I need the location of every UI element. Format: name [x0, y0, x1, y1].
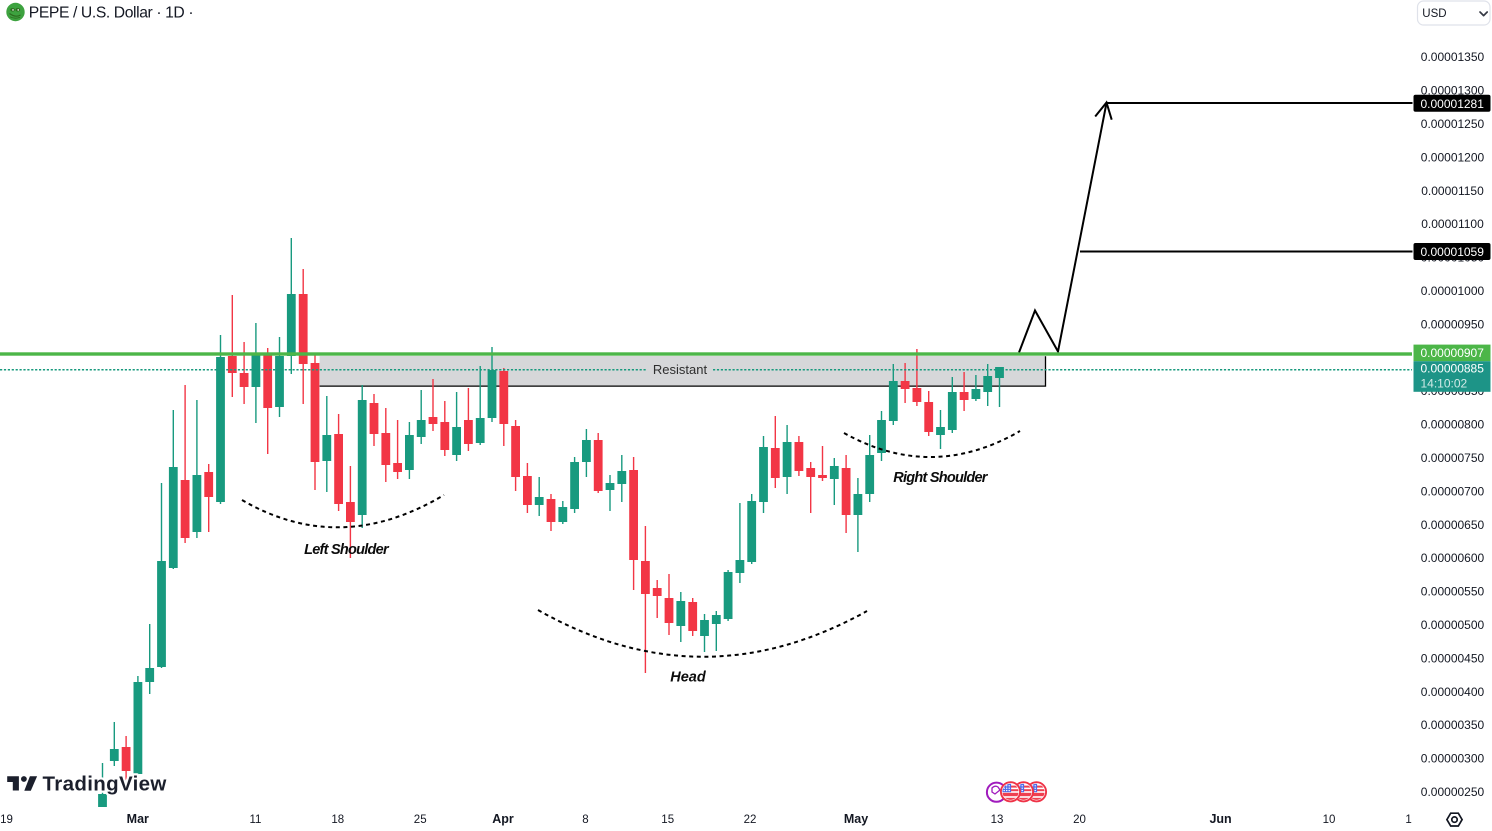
svg-text:25: 25: [414, 814, 427, 826]
svg-text:Apr: Apr: [492, 812, 514, 826]
svg-text:0.00000950: 0.00000950: [1421, 317, 1485, 331]
svg-text:0.00000350: 0.00000350: [1421, 718, 1485, 732]
svg-text:0.00000700: 0.00000700: [1421, 484, 1485, 498]
svg-text:0.00001100: 0.00001100: [1421, 217, 1484, 231]
svg-text:TradingView: TradingView: [43, 773, 167, 796]
svg-text:0.00000750: 0.00000750: [1421, 451, 1485, 465]
svg-text:Resistant: Resistant: [653, 362, 708, 377]
svg-text:0.00000600: 0.00000600: [1421, 551, 1485, 565]
svg-text:0.00001350: 0.00001350: [1421, 50, 1485, 64]
svg-text:8: 8: [582, 814, 588, 826]
svg-text:20: 20: [1073, 814, 1086, 826]
svg-text:0.00000800: 0.00000800: [1421, 418, 1485, 432]
svg-text:0.00000500: 0.00000500: [1421, 618, 1485, 632]
svg-text:0.00000250: 0.00000250: [1421, 785, 1485, 799]
svg-text:11: 11: [250, 814, 262, 826]
svg-text:15: 15: [661, 814, 674, 826]
svg-text:14:10:02: 14:10:02: [1421, 376, 1468, 390]
svg-text:22: 22: [744, 814, 757, 826]
svg-text:13: 13: [991, 814, 1004, 826]
svg-text:0.00000400: 0.00000400: [1421, 685, 1485, 699]
svg-text:USD: USD: [1422, 8, 1446, 20]
svg-text:Head: Head: [670, 670, 707, 686]
svg-text:0.00001281: 0.00001281: [1421, 97, 1485, 111]
svg-text:0.00001150: 0.00001150: [1421, 184, 1484, 198]
svg-text:0.00001000: 0.00001000: [1421, 284, 1485, 298]
svg-text:0.00000885: 0.00000885: [1421, 362, 1485, 376]
svg-text:Right Shoulder: Right Shoulder: [893, 470, 989, 486]
svg-text:0.00000450: 0.00000450: [1421, 651, 1485, 665]
svg-text:1: 1: [1405, 814, 1411, 826]
svg-text:0.00000650: 0.00000650: [1421, 518, 1485, 532]
svg-text:Mar: Mar: [127, 812, 149, 826]
svg-text:Jun: Jun: [1209, 812, 1231, 826]
svg-text:Left Shoulder: Left Shoulder: [304, 542, 390, 558]
svg-text:0.00001300: 0.00001300: [1421, 84, 1485, 98]
svg-text:PEPE / U.S. Dollar · 1D ·: PEPE / U.S. Dollar · 1D ·: [29, 5, 193, 22]
svg-text:0.00000550: 0.00000550: [1421, 585, 1485, 599]
svg-text:0.00001250: 0.00001250: [1421, 117, 1485, 131]
svg-text:10: 10: [1323, 814, 1336, 826]
svg-text:19: 19: [0, 814, 13, 826]
svg-text:0.00001200: 0.00001200: [1421, 150, 1485, 164]
svg-text:0.00000300: 0.00000300: [1421, 752, 1485, 766]
svg-text:0.00001059: 0.00001059: [1421, 245, 1485, 259]
svg-text:May: May: [844, 812, 868, 826]
svg-text:18: 18: [331, 814, 344, 826]
svg-text:0.00000907: 0.00000907: [1421, 346, 1485, 360]
